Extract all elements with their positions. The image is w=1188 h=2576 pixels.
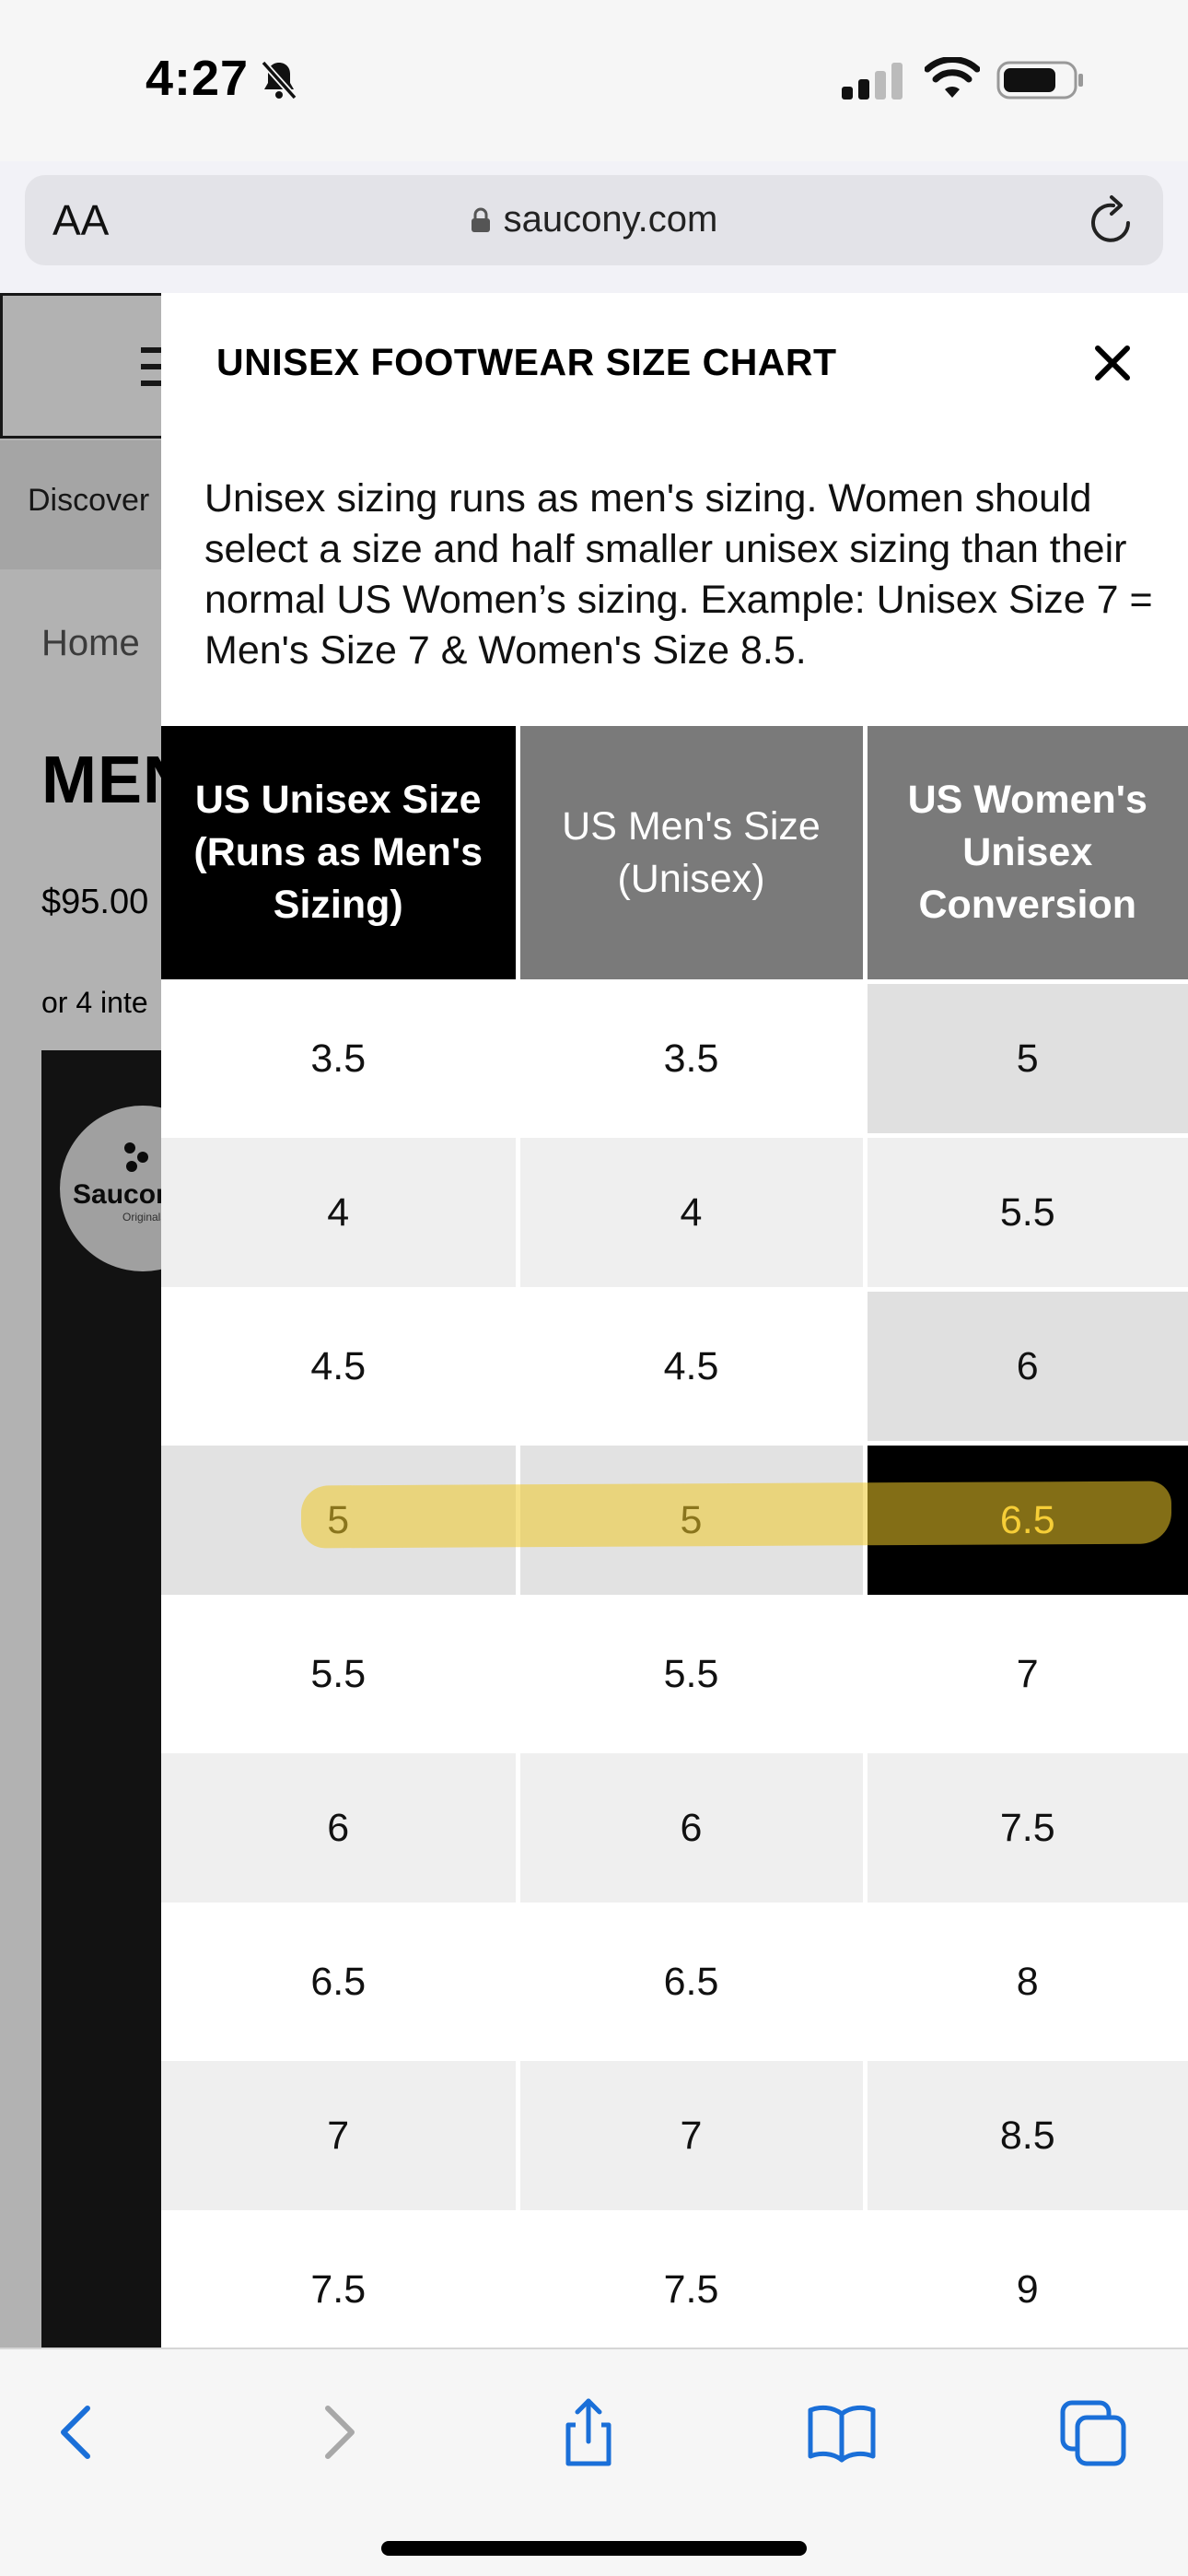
saucony-logo-icon bbox=[124, 1142, 148, 1172]
table-row: 6 6 7.5 bbox=[161, 1749, 1188, 1907]
nav-discover[interactable]: Discover bbox=[28, 483, 150, 518]
mens-size-cell: 6.5 bbox=[515, 1903, 868, 2061]
battery-icon bbox=[996, 61, 1083, 100]
mens-size-cell: 5 bbox=[515, 1441, 868, 1599]
size-chart-modal: UNISEX FOOTWEAR SIZE CHART Unisex sizing… bbox=[161, 293, 1188, 2348]
mens-size-cell: 6 bbox=[515, 1749, 868, 1907]
mens-size-cell: 4 bbox=[515, 1133, 868, 1292]
bookmarks-icon[interactable] bbox=[805, 2395, 879, 2469]
womens-size-cell: 8 bbox=[862, 1903, 1188, 2061]
url-display[interactable]: saucony.com bbox=[25, 199, 1163, 240]
close-icon[interactable] bbox=[1087, 337, 1138, 389]
modal-title: UNISEX FOOTWEAR SIZE CHART bbox=[216, 341, 837, 383]
womens-size-cell: 5.5 bbox=[862, 1133, 1188, 1292]
address-bar[interactable]: AA saucony.com bbox=[25, 175, 1163, 265]
mens-size-cell: 3.5 bbox=[515, 979, 868, 1138]
womens-size-cell: 5 bbox=[862, 979, 1188, 1138]
text-size-button[interactable]: AA bbox=[52, 196, 110, 244]
header-us-womens: US Women's Unisex Conversion bbox=[862, 721, 1188, 984]
table-row-highlighted: 5 5 6.5 bbox=[161, 1441, 1188, 1599]
unisex-size-cell: 3.5 bbox=[161, 979, 520, 1138]
size-chart-table: US Unisex Size (Runs as Men's Sizing) US… bbox=[161, 721, 1188, 2348]
table-row: 7.5 7.5 9 bbox=[161, 2210, 1188, 2348]
breadcrumb[interactable]: Home bbox=[41, 623, 140, 663]
reload-icon[interactable] bbox=[1086, 193, 1137, 247]
womens-size-cell: 8.5 bbox=[862, 2056, 1188, 2215]
unisex-size-cell: 5.5 bbox=[161, 1595, 520, 1753]
womens-size-cell: 6 bbox=[862, 1287, 1188, 1446]
back-icon[interactable] bbox=[41, 2395, 115, 2469]
mens-size-cell: 5.5 bbox=[515, 1595, 868, 1753]
unisex-size-cell: 6.5 bbox=[161, 1903, 520, 2061]
bell-slash-icon bbox=[261, 60, 297, 100]
table-row: 5.5 5.5 7 bbox=[161, 1595, 1188, 1753]
unisex-size-cell: 6 bbox=[161, 1749, 520, 1907]
header-us-unisex: US Unisex Size (Runs as Men's Sizing) bbox=[161, 721, 520, 984]
forward-icon[interactable] bbox=[300, 2395, 374, 2469]
browser-toolbar bbox=[0, 2348, 1188, 2576]
installments-text: or 4 inte bbox=[41, 986, 148, 1019]
home-indicator[interactable] bbox=[381, 2541, 807, 2556]
status-time: 4:27 bbox=[146, 51, 250, 106]
table-row: 3.5 3.5 5 bbox=[161, 979, 1188, 1138]
mens-size-cell: 4.5 bbox=[515, 1287, 868, 1446]
table-header-row: US Unisex Size (Runs as Men's Sizing) US… bbox=[161, 721, 1188, 984]
womens-size-cell: 9 bbox=[862, 2210, 1188, 2348]
cellular-signal-icon bbox=[842, 63, 903, 100]
mens-size-cell: 7.5 bbox=[515, 2210, 868, 2348]
mens-size-cell: 7 bbox=[515, 2056, 868, 2215]
womens-size-cell: 7 bbox=[862, 1595, 1188, 1753]
womens-size-cell: 6.5 bbox=[862, 1441, 1188, 1599]
tabs-icon[interactable] bbox=[1057, 2395, 1131, 2469]
unisex-size-cell: 7.5 bbox=[161, 2210, 520, 2348]
table-row: 6.5 6.5 8 bbox=[161, 1903, 1188, 2061]
share-icon[interactable] bbox=[552, 2395, 625, 2469]
womens-size-cell: 7.5 bbox=[862, 1749, 1188, 1907]
sizing-description: Unisex sizing runs as men's sizing. Wome… bbox=[204, 476, 1153, 673]
table-row: 7 7 8.5 bbox=[161, 2056, 1188, 2215]
wifi-icon bbox=[925, 57, 980, 98]
table-row: 4.5 4.5 6 bbox=[161, 1287, 1188, 1446]
lock-icon bbox=[471, 207, 490, 232]
unisex-size-cell: 7 bbox=[161, 2056, 520, 2215]
unisex-size-cell: 5 bbox=[161, 1441, 520, 1599]
unisex-size-cell: 4 bbox=[161, 1133, 520, 1292]
status-bar: 4:27 bbox=[0, 0, 1188, 161]
header-us-mens: US Men's Size (Unisex) bbox=[515, 721, 868, 984]
url-text: saucony.com bbox=[503, 199, 718, 240]
table-row: 4 4 5.5 bbox=[161, 1133, 1188, 1292]
unisex-size-cell: 4.5 bbox=[161, 1287, 520, 1446]
product-price: $95.00 bbox=[41, 883, 149, 921]
